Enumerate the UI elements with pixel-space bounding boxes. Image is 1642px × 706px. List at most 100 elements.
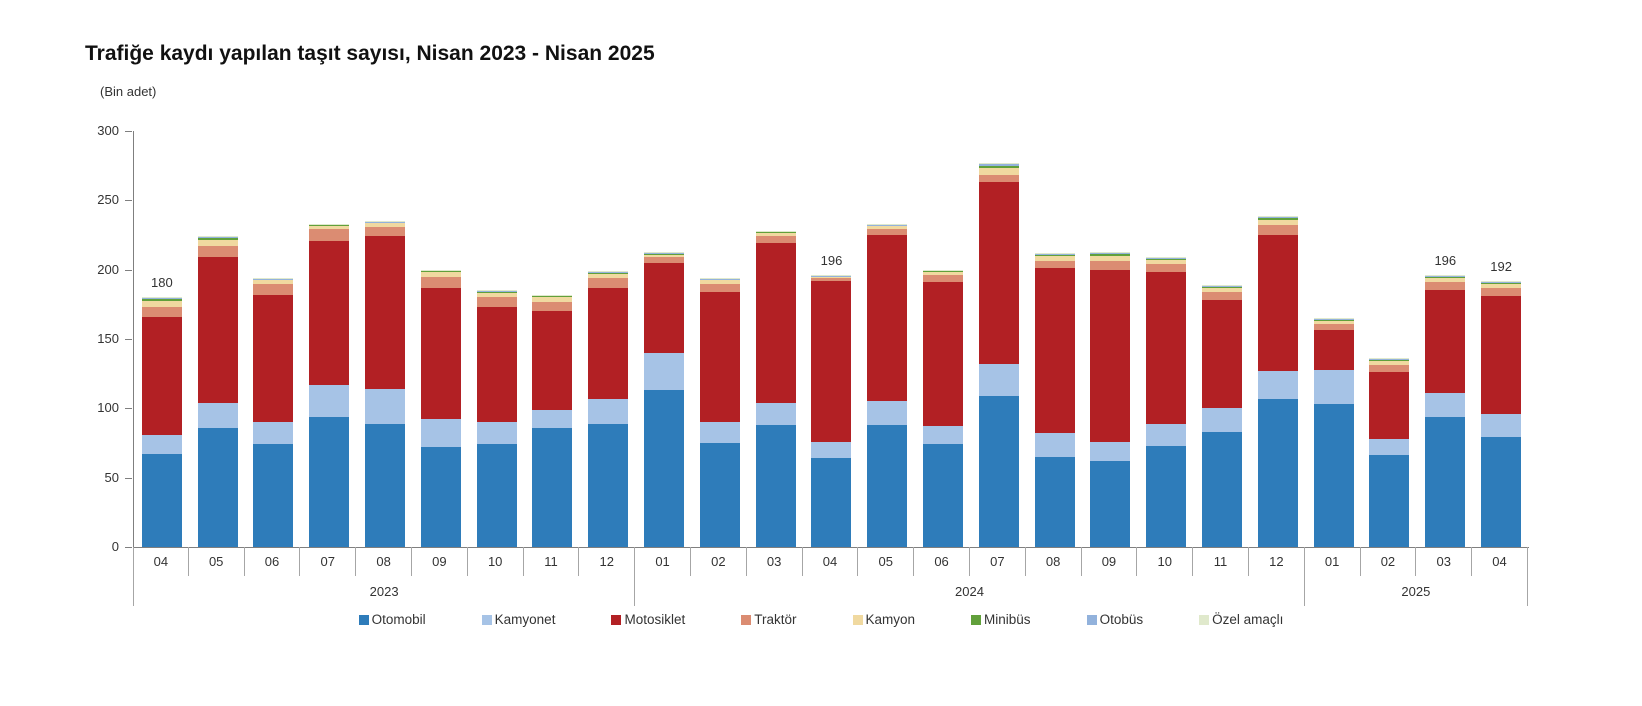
legend-item-traktor: Traktör: [741, 612, 797, 627]
bar-segment-kamyon: [699, 280, 740, 284]
bar-segment-motosiklet: [1090, 269, 1131, 442]
bar-segment-traktor: [644, 257, 685, 263]
bar-segment-kamyonet: [1425, 393, 1466, 417]
bar-segment-kamyonet: [923, 426, 964, 445]
bar-segment-otobus: [755, 231, 796, 232]
bar-segment-ozel_amacli: [1313, 318, 1354, 320]
legend-item-kamyon: Kamyon: [852, 612, 915, 627]
bar-slot-2024-07: [971, 131, 1027, 547]
bar-slot-2025-03: 196: [1417, 131, 1473, 547]
bar-segment-traktor: [1425, 282, 1466, 291]
legend-item-otobus: Otobüs: [1086, 612, 1144, 627]
bar-segment-kamyon: [476, 293, 517, 298]
bar-segment-kamyonet: [1313, 369, 1354, 405]
bar-slot-2024-10: [1138, 131, 1194, 547]
bar-segment-ozel_amacli: [923, 269, 964, 271]
legend-swatch-icon: [1199, 614, 1210, 625]
bar-slot-2023-08: [357, 131, 413, 547]
bar-segment-kamyon: [365, 223, 406, 227]
bar-segment-motosiklet: [1034, 268, 1075, 434]
bar-segment-ozel_amacli: [253, 278, 294, 279]
bar-segment-kamyonet: [532, 409, 573, 428]
bar-segment-otomobil: [588, 423, 629, 547]
bar-segment-kamyonet: [644, 352, 685, 391]
bar-segment-otobus: [197, 237, 238, 239]
bar-segment-ozel_amacli: [420, 269, 461, 271]
year-label: 2023: [133, 576, 636, 606]
bar-slot-2024-04: 196: [804, 131, 860, 547]
bar-segment-minibus: [1202, 286, 1243, 288]
bar-segment-ozel_amacli: [1425, 275, 1466, 277]
bar-segment-otobus: [309, 224, 350, 226]
bar-segment-kamyonet: [1481, 413, 1522, 438]
bar-segment-ozel_amacli: [141, 297, 182, 299]
legend-label: Otomobil: [371, 612, 426, 627]
bar-segment-otobus: [923, 270, 964, 271]
bar-segment-minibus: [811, 276, 852, 277]
bar-segment-ozel_amacli: [1257, 215, 1298, 217]
legend-swatch-icon: [971, 614, 982, 625]
bar-segment-kamyonet: [699, 422, 740, 443]
bar-segment-otomobil: [923, 444, 964, 547]
bar-segment-ozel_amacli: [1481, 280, 1522, 282]
y-axis-tick-mark: [125, 339, 132, 340]
bar-segment-otomobil: [365, 423, 406, 547]
bar-value-label: 180: [151, 275, 173, 291]
bar-segment-kamyonet: [476, 422, 517, 445]
bar-segment-otobus: [1202, 285, 1243, 287]
month-tick-label: 01: [635, 547, 691, 576]
unit-label: (Bin adet): [100, 84, 157, 99]
bar-segment-kamyonet: [1146, 423, 1187, 446]
bar-segment-motosiklet: [532, 311, 573, 410]
bar-segment-minibus: [755, 231, 796, 233]
bar-segment-otomobil: [755, 424, 796, 547]
y-axis-tick-label: 150: [97, 331, 119, 346]
month-tick-label: 05: [189, 547, 245, 576]
bar-slot-2023-04: 180: [134, 131, 190, 547]
bar-segment-otomobil: [1257, 398, 1298, 547]
bar-segment-motosiklet: [309, 240, 350, 385]
bar-segment-otobus: [1369, 359, 1410, 361]
legend-swatch-icon: [481, 614, 492, 625]
legend-item-minibus: Minibüs: [971, 612, 1031, 627]
bar-slot-2023-12: [580, 131, 636, 547]
bar-slot-2024-05: [859, 131, 915, 547]
month-tick-label: 01: [1305, 547, 1361, 576]
bar-slot-2024-08: [1027, 131, 1083, 547]
bar-segment-ozel_amacli: [588, 271, 629, 272]
bar-segment-motosiklet: [978, 182, 1019, 364]
bar-segment-kamyonet: [253, 422, 294, 445]
month-tick-label: 11: [1193, 547, 1249, 576]
legend-item-kamyonet: Kamyonet: [481, 612, 555, 627]
bar-segment-kamyon: [141, 300, 182, 308]
bar-segment-kamyonet: [1369, 438, 1410, 456]
month-tick-label: 03: [747, 547, 803, 576]
bar-segment-otomobil: [1034, 456, 1075, 547]
month-tick-label: 02: [1361, 547, 1417, 576]
legend-swatch-icon: [741, 614, 752, 625]
bar-segment-kamyonet: [1257, 370, 1298, 399]
bar-segment-kamyon: [197, 239, 238, 247]
bar-segment-otobus: [532, 295, 573, 297]
bar-segment-otobus: [699, 278, 740, 280]
bar-segment-kamyon: [309, 225, 350, 230]
y-axis-tick-mark: [125, 269, 132, 271]
bar-segment-kamyon: [1034, 256, 1075, 261]
month-tick-label: 12: [579, 547, 636, 576]
bar-segment-ozel_amacli: [1090, 251, 1131, 254]
bar-segment-minibus: [1369, 360, 1410, 362]
bar-segment-ozel_amacli: [532, 294, 573, 296]
bar-segment-kamyonet: [1034, 433, 1075, 457]
legend-label: Otobüs: [1099, 612, 1144, 627]
legend-swatch-icon: [852, 614, 863, 625]
bar-segment-minibus: [1481, 282, 1522, 285]
month-tick-label: 05: [858, 547, 915, 576]
bar-segment-otomobil: [1481, 437, 1522, 547]
bar-segment-kamyon: [588, 273, 629, 278]
bar-segment-kamyonet: [867, 401, 908, 425]
bar-segment-ozel_amacli: [309, 223, 350, 225]
month-tick-label: 04: [133, 547, 189, 576]
bar-segment-otobus: [867, 224, 908, 226]
legend-swatch-icon: [1086, 614, 1097, 625]
bar-segment-minibus: [141, 299, 182, 301]
